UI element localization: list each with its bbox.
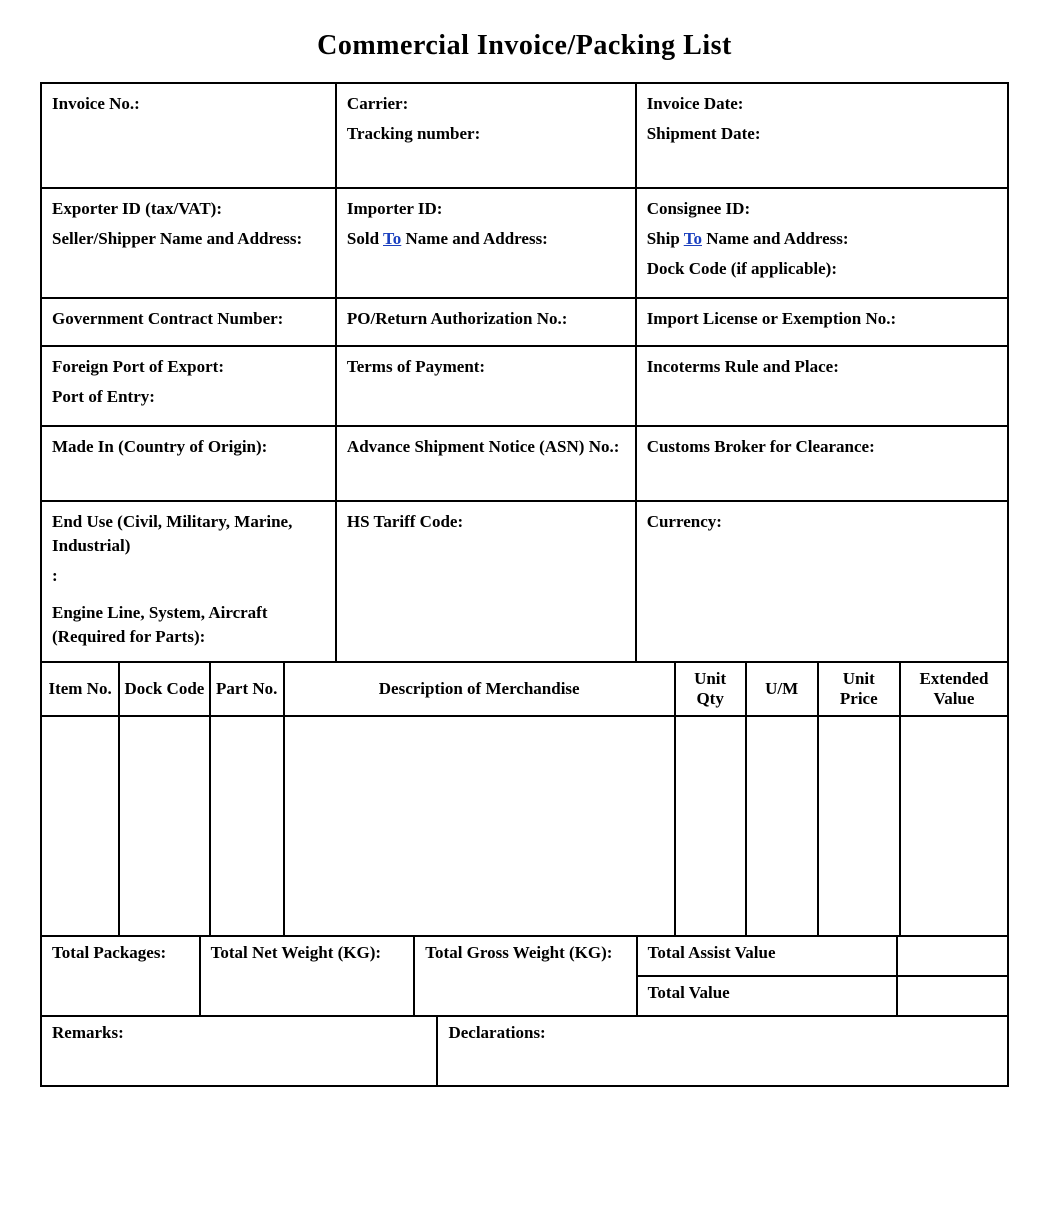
- cell-total-value-amount: [897, 976, 1008, 1016]
- cell-unit-price: [818, 716, 900, 936]
- cell-hs-tariff: HS Tariff Code:: [336, 501, 636, 662]
- totals-row-1: Total Packages: Total Net Weight (KG): T…: [41, 936, 1008, 976]
- col-item-no: Item No.: [41, 662, 119, 716]
- label-exporter-id: Exporter ID (tax/VAT):: [52, 197, 325, 221]
- label-end-use-colon: :: [52, 564, 325, 588]
- cell-import-license: Import License or Exemption No.:: [636, 298, 1008, 346]
- cell-item-no: [41, 716, 119, 936]
- label-made-in: Made In (Country of Origin):: [52, 435, 325, 459]
- cell-currency: Currency:: [636, 501, 1008, 662]
- label-engine-line: Engine Line, System, Aircraft (Required …: [52, 601, 325, 649]
- footer-table: Remarks: Declarations:: [40, 1015, 1009, 1087]
- label-remarks: Remarks:: [52, 1023, 124, 1042]
- label-seller-shipper: Seller/Shipper Name and Address:: [52, 227, 325, 251]
- col-um: U/M: [746, 662, 818, 716]
- label-total-net-weight: Total Net Weight (KG):: [211, 943, 381, 962]
- label-terms-payment: Terms of Payment:: [347, 355, 625, 379]
- label-asn: Advance Shipment Notice (ASN) No.:: [347, 435, 625, 459]
- header-row-6: End Use (Civil, Military, Marine, Indust…: [41, 501, 1008, 662]
- label-end-use: End Use (Civil, Military, Marine, Indust…: [52, 510, 325, 558]
- label-consignee-id: Consignee ID:: [647, 197, 997, 221]
- cell-end-use: End Use (Civil, Military, Marine, Indust…: [41, 501, 336, 662]
- label-sold-to-pre: Sold: [347, 229, 383, 248]
- label-sold-to-post: Name and Address:: [401, 229, 548, 248]
- label-invoice-no: Invoice No.:: [52, 92, 325, 116]
- label-foreign-port: Foreign Port of Export:: [52, 355, 325, 379]
- header-row-2: Exporter ID (tax/VAT): Seller/Shipper Na…: [41, 188, 1008, 298]
- footer-row: Remarks: Declarations:: [41, 1016, 1008, 1086]
- cell-total-assist-value: Total Assist Value: [637, 936, 897, 976]
- cell-customs-broker: Customs Broker for Clearance:: [636, 426, 1008, 501]
- label-declarations: Declarations:: [448, 1023, 545, 1042]
- header-row-1: Invoice No.: Carrier: Tracking number: I…: [41, 83, 1008, 188]
- col-description: Description of Merchandise: [284, 662, 675, 716]
- cell-total-net-weight: Total Net Weight (KG):: [200, 936, 415, 1016]
- totals-table: Total Packages: Total Net Weight (KG): T…: [40, 935, 1009, 1017]
- col-extended-value: Extended Value: [900, 662, 1008, 716]
- cell-description: [284, 716, 675, 936]
- cell-total-packages: Total Packages:: [41, 936, 200, 1016]
- label-sold-to-link: To: [383, 229, 401, 248]
- cell-asn: Advance Shipment Notice (ASN) No.:: [336, 426, 636, 501]
- cell-importer-id: Importer ID: Sold To Name and Address:: [336, 188, 636, 298]
- label-total-packages: Total Packages:: [52, 943, 166, 962]
- col-part-no: Part No.: [210, 662, 284, 716]
- label-currency: Currency:: [647, 510, 997, 534]
- label-invoice-date: Invoice Date:: [647, 92, 997, 116]
- cell-unit-qty: [675, 716, 746, 936]
- label-hs-tariff: HS Tariff Code:: [347, 510, 625, 534]
- cell-made-in: Made In (Country of Origin):: [41, 426, 336, 501]
- cell-total-assist-value-amount: [897, 936, 1008, 976]
- cell-total-gross-weight: Total Gross Weight (KG):: [414, 936, 636, 1016]
- items-data-row: [41, 716, 1008, 936]
- label-ship-to-link: To: [684, 229, 702, 248]
- cell-dock-code-item: [119, 716, 210, 936]
- header-row-5: Made In (Country of Origin): Advance Shi…: [41, 426, 1008, 501]
- label-carrier: Carrier:: [347, 92, 625, 116]
- label-customs-broker: Customs Broker for Clearance:: [647, 435, 997, 459]
- label-ship-to-post: Name and Address:: [702, 229, 849, 248]
- cell-foreign-port: Foreign Port of Export: Port of Entry:: [41, 346, 336, 426]
- cell-gov-contract: Government Contract Number:: [41, 298, 336, 346]
- label-ship-to: Ship To Name and Address:: [647, 227, 997, 251]
- cell-po-return: PO/Return Authorization No.:: [336, 298, 636, 346]
- label-total-value: Total Value: [648, 983, 730, 1002]
- page: Commercial Invoice/Packing List Invoice …: [0, 0, 1049, 1107]
- cell-um: [746, 716, 818, 936]
- cell-consignee-id: Consignee ID: Ship To Name and Address: …: [636, 188, 1008, 298]
- label-port-entry: Port of Entry:: [52, 385, 325, 409]
- col-unit-price: Unit Price: [818, 662, 900, 716]
- label-importer-id: Importer ID:: [347, 197, 625, 221]
- header-row-3: Government Contract Number: PO/Return Au…: [41, 298, 1008, 346]
- label-import-license: Import License or Exemption No.:: [647, 307, 997, 331]
- items-table: Item No. Dock Code Part No. Description …: [40, 661, 1009, 937]
- label-tracking-number: Tracking number:: [347, 122, 625, 146]
- cell-remarks: Remarks:: [41, 1016, 437, 1086]
- col-unit-qty: Unit Qty: [675, 662, 746, 716]
- cell-part-no: [210, 716, 284, 936]
- label-incoterms: Incoterms Rule and Place:: [647, 355, 997, 379]
- label-ship-to-pre: Ship: [647, 229, 684, 248]
- cell-incoterms: Incoterms Rule and Place:: [636, 346, 1008, 426]
- label-shipment-date: Shipment Date:: [647, 122, 997, 146]
- label-sold-to: Sold To Name and Address:: [347, 227, 625, 251]
- label-total-gross-weight: Total Gross Weight (KG):: [425, 943, 612, 962]
- cell-exporter-id: Exporter ID (tax/VAT): Seller/Shipper Na…: [41, 188, 336, 298]
- header-table: Invoice No.: Carrier: Tracking number: I…: [40, 82, 1009, 663]
- items-header-row: Item No. Dock Code Part No. Description …: [41, 662, 1008, 716]
- page-title: Commercial Invoice/Packing List: [40, 30, 1009, 62]
- header-row-4: Foreign Port of Export: Port of Entry: T…: [41, 346, 1008, 426]
- label-total-assist-value: Total Assist Value: [648, 943, 776, 962]
- cell-terms-payment: Terms of Payment:: [336, 346, 636, 426]
- cell-extended-value: [900, 716, 1008, 936]
- cell-total-value: Total Value: [637, 976, 897, 1016]
- cell-declarations: Declarations:: [437, 1016, 1008, 1086]
- label-dock-code: Dock Code (if applicable):: [647, 257, 997, 281]
- cell-invoice-date: Invoice Date: Shipment Date:: [636, 83, 1008, 188]
- label-gov-contract: Government Contract Number:: [52, 307, 325, 331]
- cell-invoice-no: Invoice No.:: [41, 83, 336, 188]
- cell-carrier: Carrier: Tracking number:: [336, 83, 636, 188]
- label-po-return: PO/Return Authorization No.:: [347, 307, 625, 331]
- col-dock-code: Dock Code: [119, 662, 210, 716]
